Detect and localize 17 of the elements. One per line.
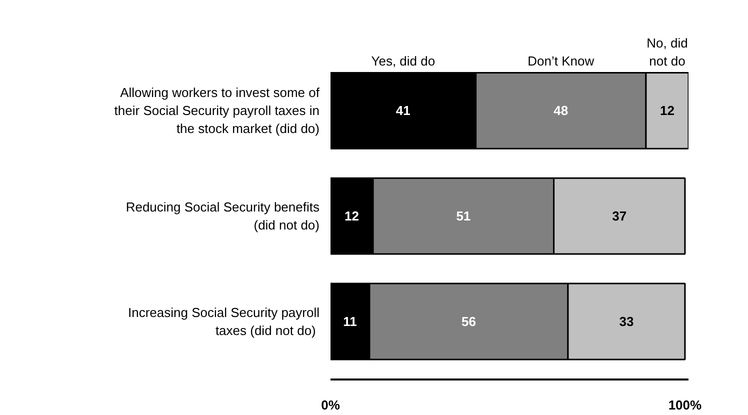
series-label: Don’t Know <box>528 53 595 68</box>
data-label: 12 <box>660 103 674 118</box>
series-label: No, did not do <box>646 35 688 68</box>
series-label: Yes, did do <box>371 53 436 68</box>
data-label: 56 <box>462 314 476 330</box>
x-tick-label: 0% <box>321 398 340 412</box>
data-label: 37 <box>612 208 627 224</box>
y-tick-label: Allowing workers to invest some of their Social Security payroll taxes in the stock market (did do) <box>114 85 320 136</box>
data-label: 11 <box>343 314 357 330</box>
x-tick-label: 100% <box>668 398 702 412</box>
y-tick-label: Increasing Social Security payroll taxes (did not do) <box>128 305 320 338</box>
data-label: 33 <box>619 314 634 330</box>
y-tick-label: Reducing Social Security benefits (did not do) <box>126 200 320 233</box>
data-label: 48 <box>554 103 568 118</box>
data-label: 12 <box>344 208 360 224</box>
data-label: 51 <box>456 208 471 224</box>
data-label: 41 <box>396 103 410 118</box>
